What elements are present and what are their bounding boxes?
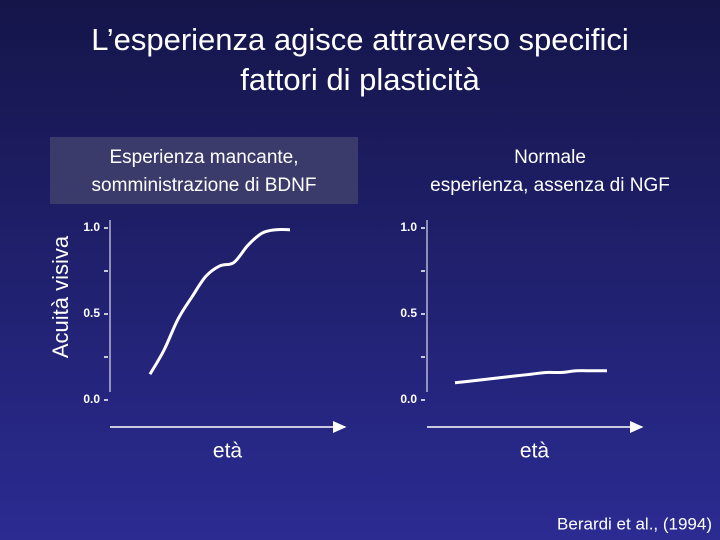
source: Berardi et al., (1994) <box>557 514 712 533</box>
curve <box>148 227 291 375</box>
y-tick-label: 0.5 <box>83 306 100 320</box>
chart-title: somministrazione di BDNF <box>92 175 317 196</box>
subtitle-box <box>50 137 358 204</box>
y-tick-label: 1.0 <box>83 220 100 234</box>
slide-title: fattori di plasticità <box>240 62 480 97</box>
chart-title: Esperienza mancante, <box>109 147 298 168</box>
y-axis-label: Acuità visiva <box>48 235 73 358</box>
y-tick-label: 0.0 <box>83 392 100 406</box>
y-tick-label: 0.0 <box>400 392 417 406</box>
slide-title: L’esperienza agisce attraverso specifici <box>91 22 629 57</box>
y-tick-label: 1.0 <box>400 220 417 234</box>
x-axis-label: età <box>520 440 550 463</box>
x-axis-label: età <box>213 440 243 463</box>
curve <box>454 369 607 385</box>
chart-title: esperienza, assenza di NGF <box>430 175 670 196</box>
chart-title: Normale <box>514 147 586 168</box>
y-tick-label: 0.5 <box>400 306 417 320</box>
